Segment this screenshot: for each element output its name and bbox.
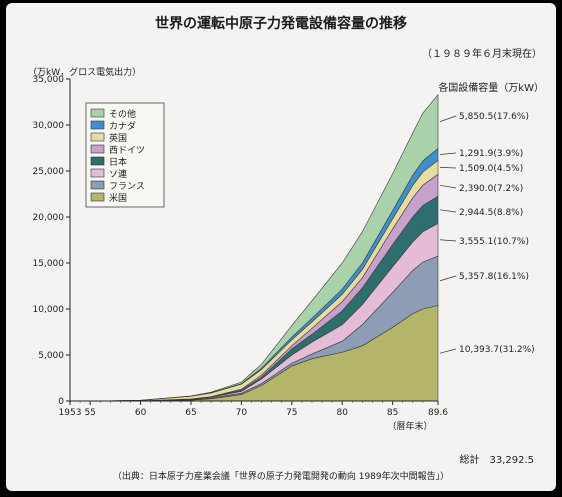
x-tick-label: 75 [286, 408, 297, 418]
leader-line [439, 275, 457, 282]
legend-swatch [90, 192, 105, 202]
series-end-label: 1,509.0(4.5%) [459, 164, 523, 174]
legend-label: その他 [109, 108, 136, 120]
leader-line [439, 115, 457, 122]
legend-swatch [90, 120, 105, 130]
x-tick-label: 1953 [59, 408, 82, 418]
country-capacity-header: 各国設備容量（万kW） [438, 83, 544, 94]
legend-swatch [90, 180, 105, 190]
legend-swatch [90, 108, 105, 118]
legend-label: ソ連 [109, 168, 127, 180]
date-note: （１９８９年６月末現在） [422, 49, 542, 60]
legend-label: カナダ [109, 120, 136, 132]
leader-line [439, 184, 457, 189]
legend-label: 米国 [109, 192, 127, 204]
series-end-label: 10,393.7(31.2%) [459, 345, 535, 355]
area-chart: 0 5,000 10,000 15,000 20,000 25,000 30,000 35,0… [33, 75, 535, 432]
legend-label: 英国 [109, 132, 127, 144]
series-end-label: 5,850.5(17.6%) [459, 112, 529, 122]
series-end-label: 3,555.1(10.7%) [459, 237, 529, 247]
series-end-label: 2,944.5(8.8%) [459, 208, 523, 218]
y-tick-label: 10,000 [33, 305, 65, 315]
series-end-label: 1,291.9(3.9%) [459, 149, 523, 159]
x-tick-label: 65 [185, 408, 196, 418]
x-tick-label: 55 [84, 408, 95, 418]
legend-label: フランス [109, 181, 145, 192]
total-capacity: 総計 33,292.5 [459, 455, 534, 466]
legend-label: 西ドイツ [109, 145, 145, 156]
series-end-label: 2,390.0(7.2%) [459, 184, 523, 194]
leader-line [439, 167, 457, 169]
y-tick-label: 30,000 [33, 121, 65, 131]
legend-swatch [90, 132, 105, 142]
legend-box [85, 102, 165, 208]
x-axis-label: （暦年末） [387, 420, 432, 432]
leader-line [439, 152, 457, 155]
x-tick-label: 85 [387, 408, 398, 418]
source-note: （出典：日本原子力産業会議「世界の原子力発電開発の動向 1989年次中間報告」） [112, 472, 450, 482]
chart-title: 世界の運転中原子力発電設備容量の推移 [155, 16, 407, 32]
y-tick-label: 25,000 [33, 167, 65, 177]
x-tick-label: 60 [135, 408, 147, 418]
leader-line [439, 239, 457, 242]
leader-line [439, 348, 457, 354]
x-tick-label: 89.6 [428, 408, 448, 418]
legend-swatch [90, 168, 105, 178]
x-tick-label: 80 [336, 408, 348, 418]
y-tick-label: 5,000 [38, 351, 64, 361]
x-tick-label: 70 [236, 408, 248, 418]
y-tick-label: 20,000 [33, 213, 65, 223]
legend-swatch [90, 156, 105, 166]
leader-line [439, 209, 457, 213]
y-axis-unit-label: （万kW，グロス電気出力） [28, 68, 142, 78]
area-series-7 [70, 93, 439, 402]
legend-label: 日本 [109, 156, 127, 168]
chart-page: 世界の運転中原子力発電設備容量の推移 （１９８９年６月末現在） （万kW，グロス… [6, 3, 556, 491]
legend-swatch [90, 144, 105, 154]
y-tick-label: 0 [58, 397, 64, 407]
y-tick-label: 35,000 [33, 75, 65, 85]
y-tick-label: 15,000 [33, 259, 65, 269]
series-end-label: 5,357.8(16.1%) [459, 272, 529, 282]
